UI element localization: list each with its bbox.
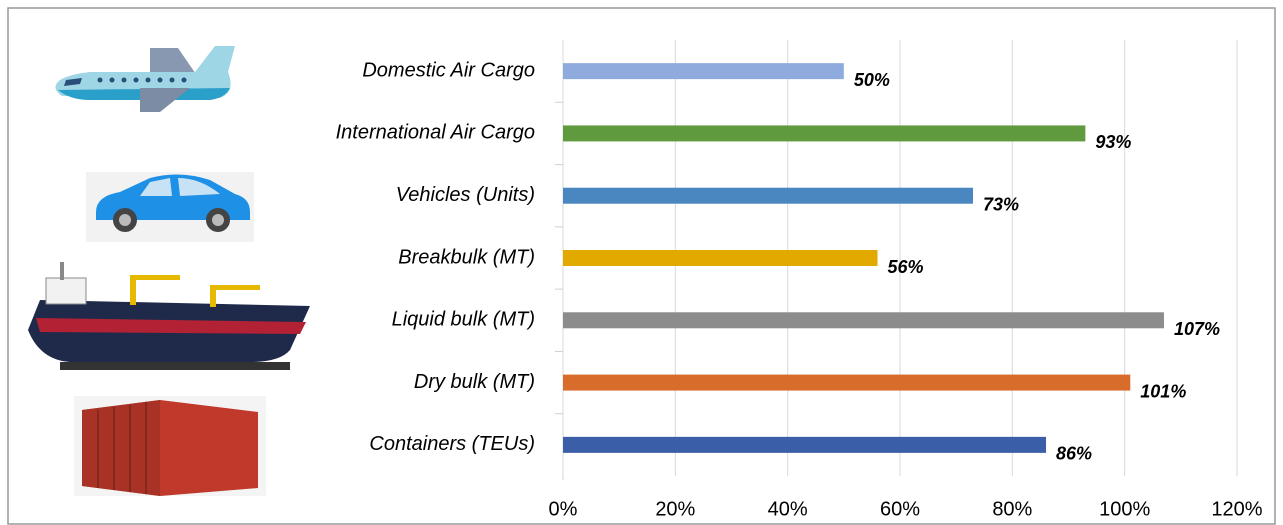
bar <box>563 436 1047 453</box>
category-label: Liquid bulk (MT) <box>392 309 535 331</box>
value-label: 86% <box>1056 444 1092 464</box>
x-tick-label: 40% <box>768 498 808 520</box>
category-label: Domestic Air Cargo <box>362 59 535 81</box>
category-label: Containers (TEUs) <box>369 433 535 455</box>
x-tick-label: 100% <box>1099 498 1150 520</box>
x-tick-label: 60% <box>880 498 920 520</box>
x-tick-label: 120% <box>1211 498 1262 520</box>
plane-icon <box>55 46 235 112</box>
bar <box>563 125 1086 142</box>
car-icon <box>86 172 254 242</box>
bar <box>563 374 1131 391</box>
x-tick-label: 80% <box>992 498 1032 520</box>
value-label: 107% <box>1174 319 1220 339</box>
bar <box>563 187 974 204</box>
bar <box>563 312 1164 329</box>
category-label: International Air Cargo <box>336 122 535 144</box>
bar <box>563 250 878 266</box>
x-tick-label: 20% <box>655 498 695 520</box>
value-label: 73% <box>983 194 1019 214</box>
x-tick-label: 0% <box>549 498 578 520</box>
category-label: Breakbulk (MT) <box>398 246 535 268</box>
bar <box>563 63 844 80</box>
category-label: Vehicles (Units) <box>396 184 535 206</box>
value-label: 50% <box>854 70 890 90</box>
container-icon <box>74 396 266 496</box>
value-label: 56% <box>888 257 924 277</box>
value-label: 93% <box>1095 132 1131 152</box>
value-label: 101% <box>1140 381 1186 401</box>
category-label: Dry bulk (MT) <box>414 371 535 393</box>
ship-icon <box>28 262 310 370</box>
